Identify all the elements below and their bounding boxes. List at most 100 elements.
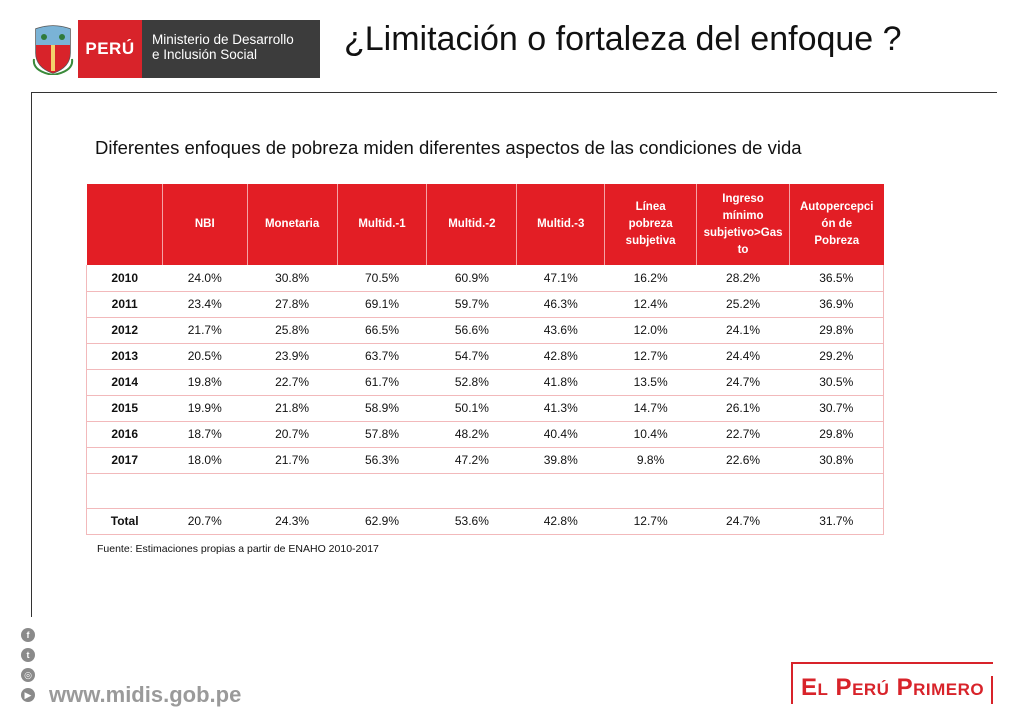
empty-cell — [696, 473, 790, 509]
table-cell: 47.2% — [426, 447, 517, 474]
logo-ministry-text: Ministerio de Desarrollo e Inclusión Soc… — [142, 20, 320, 78]
row-year: 2017 — [86, 447, 163, 474]
table-cell: 23.9% — [247, 343, 338, 370]
table-cell: 29.8% — [789, 317, 884, 344]
total-cell: 24.3% — [247, 508, 338, 535]
total-cell: 53.6% — [426, 508, 517, 535]
table-cell: 29.8% — [789, 421, 884, 448]
table-cell: 69.1% — [337, 291, 427, 318]
empty-cell — [162, 473, 248, 509]
table-cell: 30.8% — [247, 265, 338, 292]
total-cell: 62.9% — [337, 508, 427, 535]
table-cell: 46.3% — [516, 291, 605, 318]
table-cell: 70.5% — [337, 265, 427, 292]
table-cell: 43.6% — [516, 317, 605, 344]
total-cell: 24.7% — [696, 508, 790, 535]
table-cell: 57.8% — [337, 421, 427, 448]
empty-cell — [247, 473, 338, 509]
table-cell: 30.5% — [789, 369, 884, 396]
brand-frame — [791, 662, 993, 704]
total-cell: 12.7% — [604, 508, 697, 535]
table-cell: 24.1% — [696, 317, 790, 344]
table-cell: 12.0% — [604, 317, 697, 344]
table-cell: 16.2% — [604, 265, 697, 292]
table-cell: 36.9% — [789, 291, 884, 318]
row-year: 2016 — [86, 421, 163, 448]
table-cell: 26.1% — [696, 395, 790, 422]
source-note: Fuente: Estimaciones propias a partir de… — [97, 543, 379, 555]
empty-cell — [516, 473, 605, 509]
table-cell: 24.4% — [696, 343, 790, 370]
total-cell: 20.7% — [162, 508, 248, 535]
coat-of-arms-icon — [28, 20, 78, 78]
table-cell: 52.8% — [426, 369, 517, 396]
youtube-icon[interactable]: ▶ — [21, 688, 35, 702]
table-cell: 41.3% — [516, 395, 605, 422]
table-cell: 47.1% — [516, 265, 605, 292]
table-cell: 56.6% — [426, 317, 517, 344]
table-cell: 27.8% — [247, 291, 338, 318]
header-multid-3: Multid.-3 — [516, 184, 606, 265]
table-cell: 39.8% — [516, 447, 605, 474]
table-cell: 41.8% — [516, 369, 605, 396]
table-cell: 14.7% — [604, 395, 697, 422]
table-cell: 24.7% — [696, 369, 790, 396]
empty-cell — [604, 473, 697, 509]
table-cell: 59.7% — [426, 291, 517, 318]
instagram-icon[interactable]: ◎ — [21, 668, 35, 682]
table-cell: 30.7% — [789, 395, 884, 422]
brand-text: El Perú Primero — [801, 674, 985, 701]
table-cell: 60.9% — [426, 265, 517, 292]
header-multid-1: Multid.-1 — [337, 184, 428, 265]
table-spacer-row — [86, 473, 884, 509]
left-border — [31, 92, 32, 617]
empty-cell — [337, 473, 427, 509]
facebook-icon[interactable]: f — [21, 628, 35, 642]
row-year: 2014 — [86, 369, 163, 396]
table-cell: 29.2% — [789, 343, 884, 370]
row-year: 2011 — [86, 291, 163, 318]
table-cell: 23.4% — [162, 291, 248, 318]
header-monetaria: Monetaria — [247, 184, 338, 265]
table-cell: 20.7% — [247, 421, 338, 448]
table-cell: 22.6% — [696, 447, 790, 474]
slide-subtitle: Diferentes enfoques de pobreza miden dif… — [95, 137, 802, 158]
table-cell: 61.7% — [337, 369, 427, 396]
table-cell: 30.8% — [789, 447, 884, 474]
table-cell: 24.0% — [162, 265, 248, 292]
header-nbi: NBI — [162, 184, 248, 265]
header-autopercepcion: Autopercepci ón de Pobreza — [789, 184, 884, 265]
table-cell: 22.7% — [696, 421, 790, 448]
website-link[interactable]: www.midis.gob.pe — [49, 682, 242, 707]
table-cell: 20.5% — [162, 343, 248, 370]
table-cell: 28.2% — [696, 265, 790, 292]
table-cell: 18.0% — [162, 447, 248, 474]
row-year: 2012 — [86, 317, 163, 344]
empty-cell — [789, 473, 884, 509]
table-row: 2015 19.9% 21.8% 58.9% 50.1% 41.3% 14.7% 26.1% 3… — [86, 395, 884, 422]
table-row: 2010 24.0% 30.8% 70.5% 60.9% 47.1% 16.2% 28.2% 3… — [86, 265, 884, 292]
table-cell: 12.4% — [604, 291, 697, 318]
poverty-table: NBI Monetaria Multid.-1 Multid.-2 Multid… — [86, 184, 884, 535]
table-row: 2014 19.8% 22.7% 61.7% 52.8% 41.8% 13.5% 24.7% 3… — [86, 369, 884, 396]
table-row: 2017 18.0% 21.7% 56.3% 47.2% 39.8% 9.8% 22.6% 30… — [86, 447, 884, 474]
table-cell: 40.4% — [516, 421, 605, 448]
table-cell: 56.3% — [337, 447, 427, 474]
table-cell: 36.5% — [789, 265, 884, 292]
row-year: 2015 — [86, 395, 163, 422]
table-cell: 19.9% — [162, 395, 248, 422]
row-year: 2010 — [86, 265, 163, 292]
table-cell: 19.8% — [162, 369, 248, 396]
total-label: Total — [86, 508, 163, 535]
header-divider — [31, 92, 997, 93]
table-cell: 21.7% — [247, 447, 338, 474]
table-row: 2016 18.7% 20.7% 57.8% 48.2% 40.4% 10.4% 22.7% 2… — [86, 421, 884, 448]
table-row: 2012 21.7% 25.8% 66.5% 56.6% 43.6% 12.0% 24.1% 2… — [86, 317, 884, 344]
header-linea-pobreza-subjetiva: Línea pobreza subjetiva — [604, 184, 698, 265]
table-row: 2013 20.5% 23.9% 63.7% 54.7% 42.8% 12.7% 24.4% 2… — [86, 343, 884, 370]
empty-cell — [86, 473, 163, 509]
table-cell: 25.2% — [696, 291, 790, 318]
twitter-icon[interactable]: t — [21, 648, 35, 662]
table-cell: 66.5% — [337, 317, 427, 344]
total-cell: 31.7% — [789, 508, 884, 535]
